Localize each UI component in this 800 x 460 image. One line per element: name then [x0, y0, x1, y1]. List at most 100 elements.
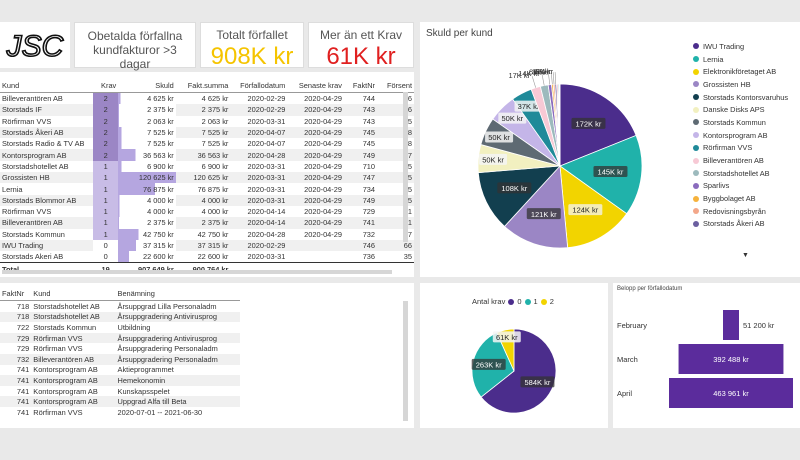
table-cell: 7 525 kr [201, 139, 229, 149]
list-item[interactable]: 741 Kontorsprogram AB Aktieprogrammet [0, 365, 240, 376]
detail-header-0[interactable]: FaktNr [0, 287, 32, 301]
legend-item[interactable]: Storstads Åkeri AB [693, 218, 788, 231]
table-cell: Rörfirman VVS [2, 207, 52, 217]
pie-slice[interactable] [477, 165, 561, 227]
list-item[interactable]: 741 Kontorsprogram AB Kunskapsspelet [0, 386, 240, 397]
legend-item[interactable]: Storstads Kontorsvaruhus [693, 91, 788, 104]
column-header-5[interactable]: Senaste krav [287, 78, 344, 93]
table-vertical-scrollbar[interactable] [403, 92, 408, 242]
column-header-7[interactable]: Försent [377, 78, 414, 93]
table-row[interactable]: Kontorsprogram AB 2 36 563 kr 36 563 kr 2020… [0, 149, 414, 161]
table-row[interactable]: Grossisten HB 1 120 625 kr 120 625 kr 2020-0… [0, 172, 414, 184]
detail-cell: 741 [16, 407, 30, 417]
table-cell: 2020-04-29 [287, 172, 344, 184]
legend-label: Billeverantören AB [703, 156, 764, 166]
funnel-bar[interactable] [669, 378, 793, 408]
list-item[interactable]: 729 Rörfirman VVS Årsuppgradering Personal… [0, 343, 240, 354]
table-cell: Storstads Åkeri AB [0, 126, 94, 139]
table-row[interactable]: Storstads IF 2 2 375 kr 2 375 kr 2020-02-29 2… [0, 104, 414, 116]
list-item[interactable]: 741 Kontorsprogram AB Hemekonomin [0, 375, 240, 386]
table-cell: 35 [377, 161, 414, 172]
detail-header-2[interactable]: Benämning [115, 287, 240, 301]
debt-pie-chart[interactable]: 172K kr 145K kr 124K kr 121K kr 108K kr 50K k… [420, 22, 690, 277]
column-header-0[interactable]: Kund [0, 78, 94, 93]
legend-item[interactable]: Byggbolaget AB [693, 192, 788, 205]
column-header-2[interactable]: Skuld [118, 78, 176, 93]
legend-item[interactable]: IWU Trading [693, 40, 788, 53]
data-label-bg [497, 182, 532, 194]
table-row[interactable]: Rörfirman VVS 1 4 000 kr 4 000 kr 2020-04-14… [0, 205, 414, 218]
data-label: 3K kr [534, 67, 552, 76]
table-horizontal-scrollbar[interactable] [2, 270, 392, 274]
antal-krav-chart[interactable]: 584K kr 263K kr 61K kr [420, 283, 608, 428]
list-item[interactable]: 718 Storstadshotellet AB Årsuppgradering A… [0, 311, 240, 323]
legend-item[interactable]: Danske Disks APS [693, 103, 788, 116]
legend-item[interactable]: Kontorsprogram AB [693, 129, 788, 142]
table-row[interactable]: Storstads Radio & TV AB 2 7 525 kr 7 525 kr… [0, 138, 414, 150]
table-row[interactable]: Storstads Kommun 1 42 750 kr 42 750 kr 2020-… [0, 228, 414, 240]
list-item[interactable]: 741 Rörfirman VVS 2020-07-01 -- 2021-06-30 [0, 407, 240, 418]
table-cell: 2020-04-29 [304, 161, 342, 171]
table-cell: Lernia [2, 184, 23, 194]
table-row[interactable]: IWU Trading 0 37 315 kr 37 315 kr 2020-02-29… [0, 239, 414, 252]
column-header-4[interactable]: Förfallodatum [230, 78, 288, 93]
legend-scroll-down-icon[interactable]: ▼ [742, 252, 749, 259]
table-row[interactable]: Lernia 1 76 875 kr 76 875 kr 2020-03-31 2020-… [0, 183, 414, 195]
pie-slice[interactable] [480, 328, 557, 414]
funnel-bar[interactable] [678, 344, 784, 374]
pie-slice[interactable] [503, 165, 569, 249]
column-header-3[interactable]: Fakt.summa [175, 78, 231, 93]
legend-item[interactable]: Grossisten HB [693, 78, 788, 91]
table-cell: 1 [93, 172, 119, 184]
list-item[interactable]: 741 Kontorsprogram AB Uppgrad Alfa till Be… [0, 396, 240, 407]
table-cell: 732 [362, 229, 376, 239]
legend-item[interactable]: Sparlivs [693, 180, 788, 193]
list-item[interactable]: 732 Billeverantören AB Årsuppgradering Per… [0, 353, 240, 365]
detail-cell: Uppgrad Alfa till Beta [115, 396, 240, 407]
funnel-category-label: March [617, 355, 638, 364]
table-cell: 120 625 kr [175, 172, 231, 184]
legend-item[interactable]: Redovisningsbyrån [693, 205, 788, 218]
table-cell: 749 [343, 149, 378, 161]
column-header-1[interactable]: Krav [93, 78, 119, 93]
pie-slice[interactable] [559, 83, 561, 167]
legend-item[interactable]: Storstads Kommun [693, 116, 788, 129]
detail-vertical-scrollbar[interactable] [403, 301, 408, 421]
detail-cell: Storstadshotellet AB [33, 301, 100, 311]
funnel-bar[interactable] [723, 310, 739, 340]
legend-item[interactable]: Storstadshotellet AB [693, 167, 788, 180]
table-cell: 1 [93, 160, 119, 173]
detail-header-1[interactable]: Kund [31, 287, 116, 301]
table-cell: 744 [362, 94, 376, 104]
data-label-bg [498, 112, 527, 124]
detail-cell: 729 [16, 344, 30, 354]
overdue-table-card: Kund Krav Skuld Fakt.summa Förfallodatum Sena… [0, 72, 414, 277]
table-row[interactable]: Rörfirman VVS 2 2 063 kr 2 063 kr 2020-03-31… [0, 115, 414, 127]
legend-item[interactable]: Lernia [693, 53, 788, 66]
table-row[interactable]: Billeverantören AB 1 2 375 kr 2 375 kr 2020-… [0, 217, 414, 229]
data-label: 108K kr [501, 184, 527, 193]
detail-cell: Rörfirman VVS [33, 344, 83, 354]
table-row[interactable]: Storstads Blommor AB 1 4 000 kr 4 000 kr 202… [0, 194, 414, 206]
table-row[interactable]: Storstads Akeri AB 0 22 600 kr 22 600 kr 202… [0, 251, 414, 263]
table-row[interactable]: Billeverantören AB 2 4 625 kr 4 625 kr 2020-… [0, 92, 414, 105]
table-row[interactable]: Storstads Åkeri AB 2 7 525 kr 7 525 kr 2020-… [0, 126, 414, 139]
table-row[interactable]: Storstadshotellet AB 1 6 900 kr 6 900 kr 202… [0, 160, 414, 173]
amount-funnel-chart[interactable]: February 51 200 kr March 392 488 kr April 463… [613, 283, 800, 428]
column-header-6[interactable]: FaktNr [343, 78, 378, 93]
legend-item[interactable]: Billeverantören AB [693, 154, 788, 167]
list-item[interactable]: 729 Rörfirman VVS Årsuppgradering Antiviru… [0, 332, 240, 344]
detail-cell: Årsuppgradering Antivirusprog [115, 311, 240, 323]
detail-cell: Årsuppgradering Personaladm [117, 344, 218, 354]
table-cell: Grossisten HB [0, 172, 94, 184]
data-label: 14K kr [518, 69, 540, 78]
legend-dot-icon [693, 208, 699, 215]
data-label-bg [485, 131, 514, 143]
list-item[interactable]: 718 Storstadshotellet AB Årsuppgrad Lilla … [0, 301, 240, 312]
list-item[interactable]: 722 Storstads Kommun Utbildning [0, 322, 240, 333]
legend-item[interactable]: Rörfirman VVS [693, 142, 788, 155]
detail-cell: Kontorsprogram AB [31, 396, 116, 407]
antal-krav-legend-0: 0 [517, 297, 522, 306]
legend-item[interactable]: Elektronikföretaget AB [693, 65, 788, 78]
table-cell: 2 375 kr [118, 217, 176, 229]
